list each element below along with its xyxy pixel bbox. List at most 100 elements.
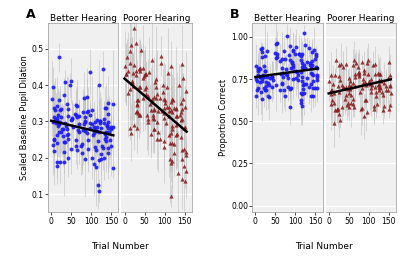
Title: Poorer Hearing: Poorer Hearing: [327, 13, 394, 23]
Point: [92, 127, 98, 131]
Point: [68, 118, 74, 122]
Point: [105, 120, 111, 124]
Point: [49, 97, 55, 101]
Point: [328, 102, 334, 106]
Point: [61, 160, 68, 164]
Point: [142, 72, 148, 76]
Point: [262, 69, 268, 73]
Point: [100, 121, 107, 125]
Point: [273, 41, 280, 45]
Point: [151, 127, 157, 131]
Point: [159, 109, 166, 113]
Point: [375, 78, 382, 82]
Point: [149, 97, 155, 102]
Point: [135, 111, 141, 115]
Point: [258, 78, 265, 83]
Point: [359, 60, 366, 64]
Point: [381, 81, 388, 85]
Point: [92, 120, 98, 124]
Point: [97, 119, 104, 124]
Point: [127, 87, 134, 91]
Point: [132, 41, 139, 45]
Point: [259, 55, 266, 60]
Point: [154, 137, 160, 141]
Point: [256, 75, 263, 79]
Point: [262, 88, 268, 92]
Point: [100, 146, 106, 150]
Point: [295, 73, 301, 77]
Point: [145, 117, 152, 121]
Point: [130, 71, 136, 75]
Point: [63, 124, 69, 128]
Point: [134, 102, 141, 106]
Point: [137, 85, 144, 89]
Point: [99, 143, 106, 148]
Point: [310, 78, 316, 83]
Point: [125, 91, 132, 95]
Point: [54, 104, 60, 108]
Point: [368, 90, 374, 94]
Point: [262, 54, 268, 58]
Point: [169, 141, 175, 145]
Point: [65, 156, 72, 161]
Point: [62, 121, 68, 125]
Point: [130, 84, 136, 88]
Point: [122, 72, 129, 76]
Point: [84, 131, 90, 135]
Point: [86, 113, 93, 117]
Y-axis label: Proportion Correct: Proportion Correct: [219, 79, 228, 156]
Point: [103, 106, 109, 110]
Point: [106, 138, 113, 142]
Point: [376, 71, 382, 76]
Point: [253, 94, 260, 98]
Point: [180, 147, 187, 151]
Point: [298, 91, 305, 96]
Point: [375, 71, 381, 75]
Point: [336, 112, 342, 117]
Point: [300, 91, 307, 96]
Point: [260, 73, 266, 77]
Point: [68, 147, 74, 151]
Point: [60, 134, 66, 138]
Point: [81, 96, 88, 100]
Point: [148, 58, 155, 62]
Point: [355, 65, 362, 69]
Point: [307, 61, 313, 65]
Point: [339, 65, 346, 69]
Point: [162, 98, 168, 103]
Point: [358, 106, 365, 110]
Point: [308, 82, 314, 86]
Point: [104, 124, 110, 128]
Point: [52, 118, 58, 122]
Point: [371, 104, 378, 108]
Point: [151, 95, 157, 99]
Point: [255, 85, 262, 90]
Point: [160, 83, 166, 87]
Point: [262, 80, 269, 84]
Point: [335, 107, 341, 111]
Point: [82, 120, 88, 124]
Point: [356, 74, 362, 78]
Point: [65, 137, 72, 141]
Point: [68, 116, 75, 120]
Point: [259, 46, 266, 50]
Point: [278, 72, 285, 76]
Point: [165, 71, 171, 75]
Point: [306, 84, 312, 89]
Point: [133, 110, 140, 114]
Point: [96, 83, 102, 87]
Point: [270, 78, 276, 82]
Point: [259, 74, 266, 78]
Point: [136, 85, 142, 89]
Point: [93, 165, 99, 169]
Point: [140, 66, 146, 70]
Point: [372, 90, 379, 94]
Point: [105, 126, 112, 131]
Point: [299, 61, 306, 65]
Point: [350, 102, 357, 106]
Point: [74, 148, 80, 153]
Point: [371, 85, 378, 89]
Text: Trial Number: Trial Number: [91, 242, 149, 251]
Point: [345, 87, 351, 91]
Point: [329, 88, 335, 92]
